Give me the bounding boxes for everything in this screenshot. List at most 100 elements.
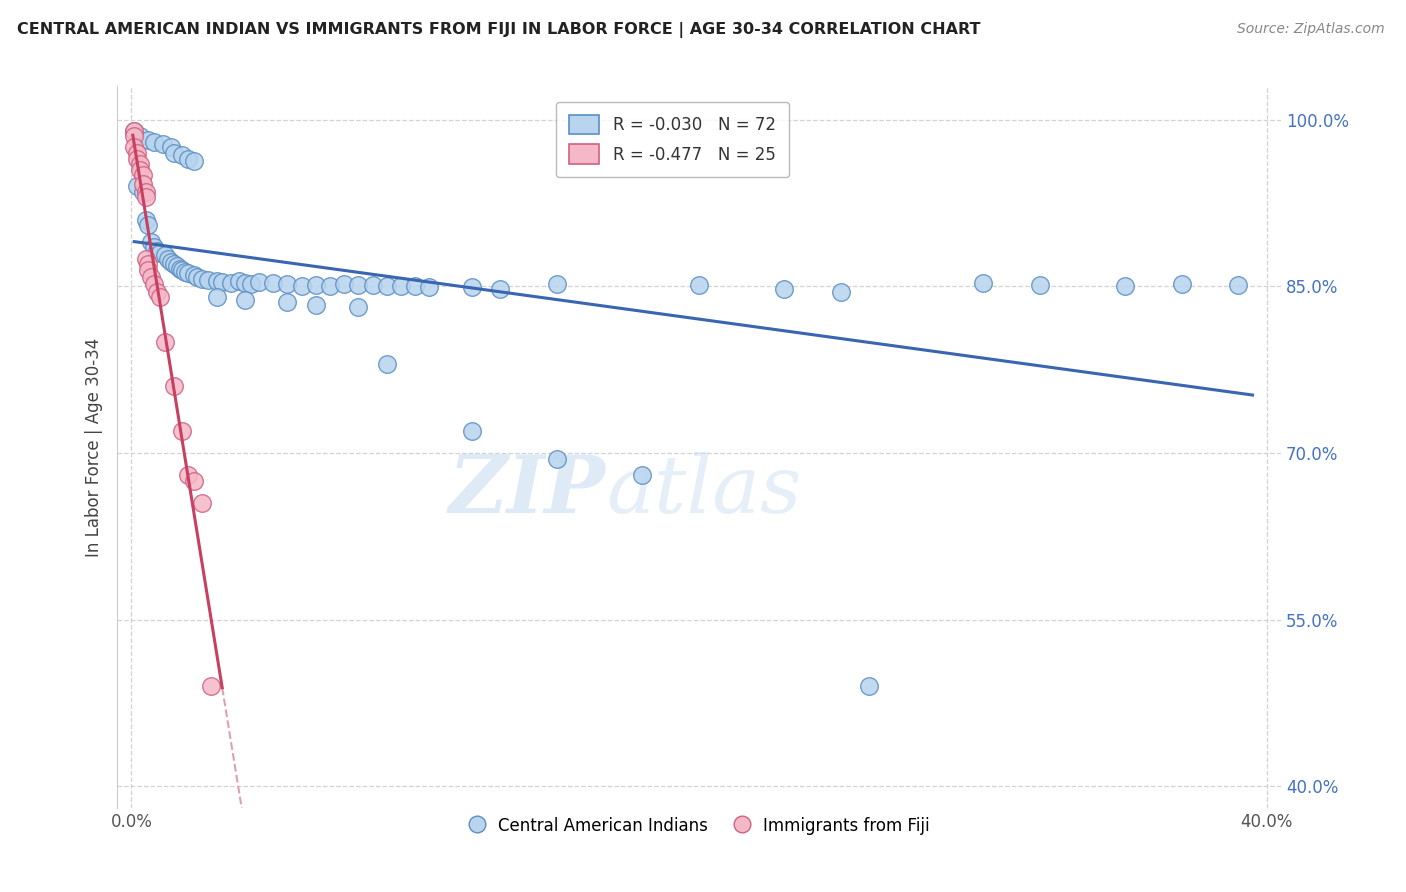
Point [333, 277, 356, 291]
Point [211, 275, 233, 289]
Point [174, 265, 197, 279]
Point [135, 252, 157, 266]
Point [361, 278, 384, 293]
Point [160, 255, 183, 269]
Point [205, 274, 228, 288]
Point [489, 281, 512, 295]
Point [141, 235, 163, 249]
Point [197, 273, 219, 287]
Point [546, 451, 568, 466]
Point [132, 177, 155, 191]
Point [191, 271, 214, 285]
Text: Source: ZipAtlas.com: Source: ZipAtlas.com [1237, 22, 1385, 37]
Point [143, 277, 166, 291]
Point [186, 270, 208, 285]
Point [858, 679, 880, 693]
Point [155, 334, 177, 349]
Point [135, 185, 157, 199]
Point [125, 152, 148, 166]
Point [155, 248, 177, 262]
Point [163, 146, 186, 161]
Point [305, 278, 328, 293]
Point [138, 262, 160, 277]
Point [125, 179, 148, 194]
Point [404, 279, 426, 293]
Point [146, 285, 169, 299]
Point [319, 279, 342, 293]
Point [177, 468, 200, 483]
Point [631, 468, 654, 483]
Point [1170, 277, 1192, 291]
Point [122, 124, 145, 138]
Point [177, 152, 200, 166]
Point [247, 275, 270, 289]
Point [177, 266, 200, 280]
Point [1028, 278, 1050, 293]
Point [546, 277, 568, 291]
Point [183, 474, 205, 488]
Point [773, 281, 796, 295]
Point [688, 278, 710, 293]
Point [132, 185, 155, 199]
Point [389, 279, 412, 293]
Point [152, 137, 174, 152]
Point [347, 278, 370, 293]
Point [305, 298, 328, 312]
Point [122, 124, 145, 138]
Y-axis label: In Labor Force | Age 30-34: In Labor Force | Age 30-34 [86, 338, 103, 557]
Point [205, 290, 228, 304]
Point [830, 285, 852, 299]
Point [138, 257, 160, 271]
Point [183, 153, 205, 168]
Point [228, 274, 250, 288]
Point [276, 294, 298, 309]
Point [163, 257, 186, 271]
Text: atlas: atlas [606, 452, 801, 530]
Point [160, 140, 183, 154]
Point [200, 679, 222, 693]
Point [461, 424, 484, 438]
Point [135, 212, 157, 227]
Text: CENTRAL AMERICAN INDIAN VS IMMIGRANTS FROM FIJI IN LABOR FORCE | AGE 30-34 CORRE: CENTRAL AMERICAN INDIAN VS IMMIGRANTS FR… [17, 22, 980, 38]
Point [128, 157, 150, 171]
Point [122, 140, 145, 154]
Point [291, 279, 314, 293]
Point [138, 133, 160, 147]
Point [418, 280, 440, 294]
Point [183, 268, 205, 283]
Point [239, 277, 262, 291]
Point [219, 276, 242, 290]
Point [1227, 278, 1250, 293]
Point [143, 240, 166, 254]
Point [143, 135, 166, 149]
Point [149, 290, 172, 304]
Point [347, 301, 370, 315]
Point [128, 129, 150, 144]
Point [172, 148, 194, 162]
Point [191, 496, 214, 510]
Point [1114, 279, 1136, 293]
Point [375, 279, 398, 293]
Point [132, 168, 155, 182]
Text: ZIP: ZIP [449, 452, 606, 530]
Point [233, 293, 256, 307]
Point [149, 246, 172, 260]
Point [172, 262, 194, 277]
Point [375, 357, 398, 371]
Point [135, 190, 157, 204]
Point [141, 270, 163, 285]
Point [262, 276, 284, 290]
Point [146, 244, 169, 258]
Point [166, 260, 188, 274]
Point [157, 252, 180, 266]
Point [128, 162, 150, 177]
Point [972, 276, 994, 290]
Point [461, 280, 484, 294]
Point [169, 261, 191, 276]
Point [122, 129, 145, 144]
Point [125, 146, 148, 161]
Legend: Central American Indians, Immigrants from Fiji: Central American Indians, Immigrants fro… [460, 809, 938, 844]
Point [172, 424, 194, 438]
Point [276, 277, 298, 291]
Point [163, 379, 186, 393]
